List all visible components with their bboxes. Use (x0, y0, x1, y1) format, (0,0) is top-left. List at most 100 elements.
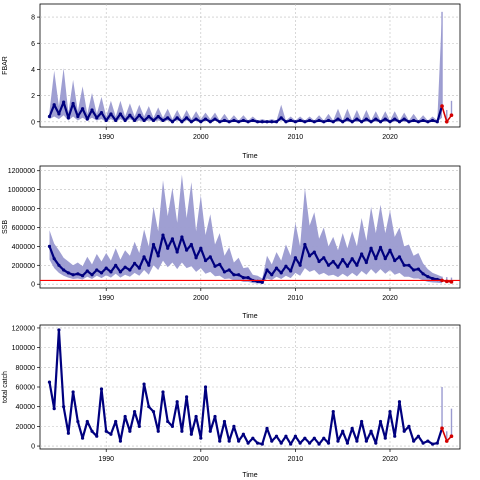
data-point (274, 120, 279, 124)
data-point (426, 120, 430, 124)
data-point (307, 441, 312, 445)
data-point (132, 261, 137, 266)
data-point (71, 273, 75, 277)
data-point (175, 400, 179, 404)
x-tick-label: 2000 (193, 134, 209, 141)
data-point (317, 442, 321, 446)
data-point (322, 120, 326, 124)
data-point (298, 441, 302, 445)
data-point (289, 442, 293, 446)
data-point (104, 429, 108, 433)
data-point (80, 274, 85, 278)
data-point (137, 266, 141, 270)
data-point (435, 441, 439, 445)
data-point (241, 275, 245, 280)
series-band (49, 174, 453, 284)
y-tick-label: 2 (31, 93, 35, 100)
data-point (66, 431, 70, 435)
data-point (284, 120, 288, 124)
data-point (52, 407, 56, 411)
series-median (47, 100, 444, 124)
data-point (345, 117, 350, 121)
data-point (388, 248, 392, 252)
data-point (175, 250, 179, 254)
data-point (322, 256, 326, 260)
data-point (402, 263, 406, 267)
x-axis-label: Time (242, 313, 257, 320)
data-point (213, 414, 217, 419)
data-point (303, 242, 307, 247)
data-point (114, 419, 118, 424)
projection-point (440, 278, 444, 283)
data-point (279, 271, 283, 275)
data-point (355, 263, 359, 267)
data-point (95, 116, 99, 120)
data-point (161, 233, 165, 237)
data-point (293, 434, 298, 438)
data-point (232, 424, 236, 428)
data-point (393, 117, 397, 121)
projection-point (444, 279, 449, 284)
data-point (378, 120, 383, 124)
data-point (246, 441, 250, 445)
projection-point (444, 119, 449, 124)
data-point (374, 257, 378, 261)
data-point (208, 255, 212, 259)
data-point (194, 117, 198, 121)
data-point (336, 439, 340, 443)
data-point (430, 118, 435, 123)
series-projection (440, 426, 454, 443)
data-point (203, 117, 208, 121)
series-median (47, 328, 444, 446)
data-point (312, 120, 316, 124)
data-point (374, 441, 378, 445)
y-tick-label: 20000 (16, 424, 36, 431)
data-point (95, 268, 99, 272)
data-point (331, 410, 335, 414)
data-point (298, 263, 302, 267)
data-point (170, 424, 175, 428)
data-point (189, 242, 193, 247)
data-point (369, 246, 373, 250)
data-point (151, 410, 156, 414)
data-point (279, 441, 283, 445)
data-point (341, 120, 345, 124)
data-point (185, 248, 189, 252)
data-point (76, 114, 80, 119)
data-point (412, 268, 416, 272)
data-point (137, 424, 141, 428)
data-point (255, 120, 260, 124)
data-point (57, 263, 61, 267)
data-point (114, 263, 118, 267)
data-point (284, 264, 288, 268)
data-point (52, 103, 56, 107)
data-point (85, 419, 89, 424)
panel-ssb: 1990 2000 2010 2020 0 200000 400000 600000 8000… (2, 165, 461, 320)
data-point (293, 256, 298, 260)
data-point (66, 271, 70, 275)
data-point (369, 429, 373, 433)
data-point (156, 429, 160, 433)
data-point (364, 439, 368, 443)
series-projection (440, 104, 454, 124)
projection-point (449, 113, 454, 118)
data-point (99, 271, 104, 275)
data-point (90, 108, 94, 112)
x-tick-label: 2020 (382, 456, 398, 463)
y-tick-label: 8 (31, 15, 35, 22)
data-point (421, 118, 425, 123)
x-tick-label: 2020 (382, 295, 398, 302)
data-point (95, 434, 99, 438)
panel-total-catch: 1990 2000 2010 2020 0 20000 40000 60000 80000 10… (2, 324, 461, 479)
data-point (255, 441, 260, 445)
data-point (435, 120, 439, 124)
data-point (62, 405, 66, 409)
data-point (265, 268, 269, 272)
data-point (142, 382, 146, 386)
data-point (90, 429, 94, 433)
data-point (180, 235, 184, 239)
data-point (90, 273, 94, 277)
x-axis: 1990 2000 2010 2020 (98, 127, 398, 141)
data-point (118, 112, 123, 116)
data-point (326, 263, 331, 267)
